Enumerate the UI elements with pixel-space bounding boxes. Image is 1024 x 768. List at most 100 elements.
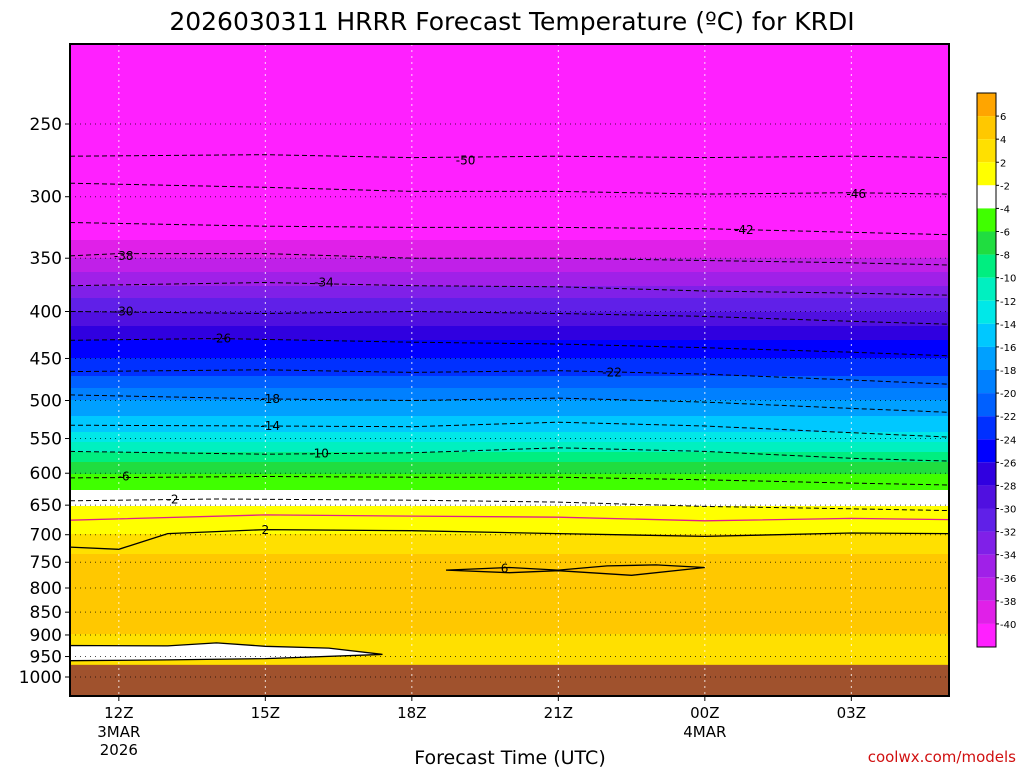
contour-label: -6	[118, 470, 130, 484]
fill-band	[70, 232, 949, 235]
contours: -50-46-42-38-34-30-26-22-18-14-10-6-226	[70, 154, 949, 662]
fill-band	[70, 406, 949, 409]
fill-band	[70, 170, 949, 173]
fill-band	[70, 394, 949, 397]
fill-band	[70, 604, 949, 607]
fill-band	[70, 206, 949, 209]
fill-band	[70, 534, 949, 537]
contour-label: -2	[167, 493, 179, 507]
colorbar-swatch	[977, 508, 996, 532]
fill-band	[70, 424, 949, 427]
fill-band	[70, 108, 949, 111]
fill-band	[70, 122, 949, 125]
y-tick-label: 1000	[19, 668, 62, 688]
fill-band	[70, 588, 949, 591]
fill-band	[70, 238, 949, 241]
contour-line	[70, 394, 949, 413]
colorbar-swatch	[977, 323, 996, 347]
colorbar-label: -30	[1000, 505, 1016, 516]
contour-label: 6	[501, 562, 509, 576]
credit-link[interactable]: coolwx.com/models	[868, 748, 1016, 766]
temperature-fill	[70, 44, 949, 696]
plot-clip-group: -50-46-42-38-34-30-26-22-18-14-10-6-226	[70, 44, 949, 696]
x-tick-label: 12Z	[104, 704, 133, 722]
colorbar-swatch	[977, 231, 996, 255]
colorbar-label: -4	[1000, 204, 1010, 215]
fill-band	[70, 530, 949, 533]
contour-line	[70, 642, 383, 662]
fill-band	[70, 174, 949, 177]
fill-band	[70, 646, 949, 649]
fill-band	[70, 614, 949, 617]
fill-band	[70, 452, 949, 455]
fill-band	[70, 404, 949, 407]
contour-label: -34	[314, 276, 334, 290]
fill-band	[70, 354, 949, 357]
colorbar-swatch	[977, 439, 996, 463]
warm-pocket	[446, 564, 705, 576]
fill-band	[70, 442, 949, 445]
contour-line	[70, 514, 949, 522]
y-tick-label: 550	[30, 430, 62, 450]
fill-band	[70, 316, 949, 319]
fill-band	[70, 636, 949, 639]
fill-band	[70, 266, 949, 269]
fill-band	[70, 98, 949, 101]
fill-band	[70, 74, 949, 77]
fill-band	[70, 620, 949, 623]
fill-band	[70, 422, 949, 425]
fill-band	[70, 658, 949, 661]
y-tick-label: 250	[30, 115, 62, 135]
fill-band	[70, 520, 949, 523]
fill-band	[70, 314, 949, 317]
contour-line	[70, 182, 949, 195]
fill-band	[70, 486, 949, 489]
colorbar-label: -16	[1000, 343, 1016, 354]
fill-band	[70, 128, 949, 131]
fill-band	[70, 60, 949, 63]
y-tick-label: 900	[30, 626, 62, 646]
contour-line	[70, 281, 949, 296]
fill-band	[70, 294, 949, 297]
fill-band	[70, 348, 949, 351]
y-tick-label: 750	[30, 553, 62, 573]
fill-band	[70, 162, 949, 165]
fill-band	[70, 252, 949, 255]
y-tick-label: 450	[30, 349, 62, 369]
fill-band	[70, 522, 949, 525]
fill-band	[70, 360, 949, 363]
fill-band	[70, 506, 949, 509]
fill-band	[70, 438, 949, 441]
fill-band	[70, 602, 949, 605]
contour-line	[70, 369, 949, 385]
fill-band	[70, 494, 949, 497]
colorbar-label: -14	[1000, 320, 1016, 331]
x-tick-label: 21Z	[544, 704, 573, 722]
fill-band	[70, 430, 949, 433]
fill-band	[70, 280, 949, 283]
colorbar-label: -12	[1000, 297, 1016, 308]
fill-band	[70, 290, 949, 293]
fill-band	[70, 344, 949, 347]
fill-band	[70, 550, 949, 553]
fill-band	[70, 632, 949, 635]
fill-band	[70, 542, 949, 545]
fill-band	[70, 606, 949, 609]
colorbar-label: -8	[1000, 251, 1010, 262]
plot-area: -50-46-42-38-34-30-26-22-18-14-10-6-226	[70, 44, 949, 696]
fill-band	[70, 584, 949, 587]
fill-band	[70, 194, 949, 197]
y-tick-label: 950	[30, 648, 62, 668]
fill-band	[70, 172, 949, 175]
fill-band	[70, 52, 949, 55]
fill-band	[70, 264, 949, 267]
fill-band	[70, 474, 949, 477]
fill-band	[70, 222, 949, 225]
contour-line	[70, 475, 949, 486]
fill-band	[70, 510, 949, 513]
fill-band	[70, 230, 949, 233]
colorbar-label: -18	[1000, 366, 1016, 377]
fill-band	[70, 144, 949, 147]
colorbar-swatch	[977, 577, 996, 601]
fill-band	[70, 564, 949, 567]
